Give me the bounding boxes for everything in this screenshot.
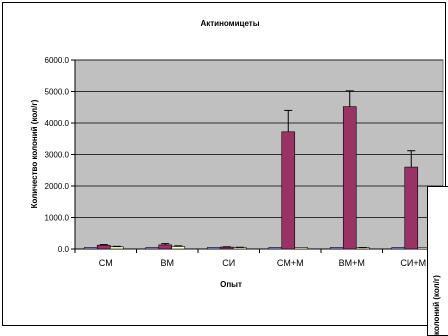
bar (342, 106, 357, 250)
x-tick-label: ВМ+М (339, 258, 365, 268)
y-tick-label: 2000.0 (45, 182, 70, 191)
bar (404, 166, 419, 250)
inset-y-axis-label: колоний (кол/г) (432, 275, 441, 335)
x-tick-label: СМ (99, 258, 113, 268)
bar (281, 131, 296, 250)
bar (219, 246, 234, 250)
bar (294, 247, 309, 250)
y-tick-label: 3000.0 (45, 151, 70, 160)
x-tick-label: СИ+М (400, 258, 426, 268)
x-tick-label: СМ+М (277, 258, 304, 268)
x-tick-label: ВМ (161, 258, 175, 268)
y-axis-label: Количество колоний (кол/г) (30, 99, 39, 208)
bar (158, 244, 173, 250)
bar (145, 247, 160, 250)
chart-title: Актиномицеты (200, 19, 259, 28)
y-tick-label: 0.0 (58, 245, 70, 254)
bar (268, 247, 283, 250)
y-tick-label: 1000.0 (45, 214, 70, 223)
bar (206, 247, 221, 250)
bar (329, 247, 344, 250)
inset-chart-fragment: колоний (кол/г) (427, 186, 448, 336)
y-tick-label: 4000.0 (45, 119, 70, 128)
x-tick-label: СИ (222, 258, 235, 268)
chart: 0.0 1000.0 2000.0 3000.0 4000.0 5000.0 6000.0 С… (30, 19, 445, 289)
bar (171, 246, 186, 250)
bar (83, 247, 98, 250)
bar (96, 244, 111, 250)
x-axis-label: Опыт (220, 280, 242, 289)
bar (109, 246, 124, 250)
y-tick-label: 5000.0 (45, 88, 70, 97)
y-tick-label: 6000.0 (45, 56, 70, 65)
bar (391, 247, 406, 250)
